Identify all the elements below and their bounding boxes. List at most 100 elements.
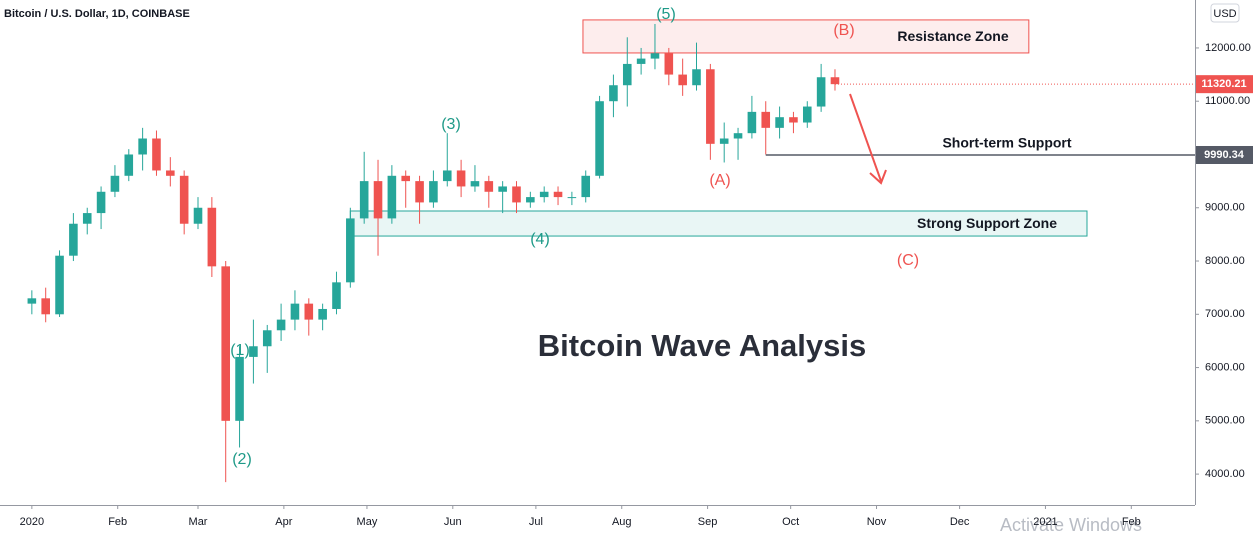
candle-body [69, 223, 78, 256]
candle-body [166, 170, 175, 176]
support-price-label: 9990.34 [1204, 149, 1245, 161]
candle-body [678, 74, 687, 86]
watermark: Activate Windows [1000, 515, 1142, 533]
candle-body [553, 191, 563, 198]
forecast-arrow [849, 93, 882, 182]
x-tick-label: May [357, 516, 378, 528]
last-price-label: 11320.21 [1201, 78, 1246, 90]
x-tick-label: Dec [950, 516, 970, 528]
candle-body [692, 69, 701, 86]
zone [582, 19, 1030, 54]
candle-body [650, 53, 660, 59]
candle-body [401, 175, 411, 182]
candle-body [539, 191, 549, 198]
support-label: Short-term Support [942, 135, 1071, 151]
y-tick-label: 12000.00 [1205, 42, 1251, 54]
candle-body [747, 111, 757, 134]
y-tick-label: 8000.00 [1205, 255, 1245, 267]
candle-body [290, 303, 300, 320]
candle-body [276, 319, 286, 331]
candle-body [802, 106, 812, 123]
currency-box[interactable] [1210, 3, 1240, 23]
candle-body [706, 69, 715, 144]
y-tick-label: 6000.00 [1205, 361, 1245, 373]
candle-body [581, 175, 591, 198]
candle-body [719, 138, 729, 144]
x-tick-label: Apr [275, 516, 292, 528]
candle-body [249, 346, 258, 357]
candle-body [179, 175, 189, 224]
candle-body [636, 58, 646, 64]
candle-body [526, 197, 535, 203]
candle-body [456, 170, 466, 187]
candle-body [235, 356, 244, 421]
wave-label: (A) [709, 172, 730, 189]
last-price-box [1196, 75, 1253, 94]
candle-body [816, 77, 826, 107]
x-tick-label: Nov [867, 516, 887, 528]
candle-body [193, 207, 203, 224]
chart-title: Bitcoin Wave Analysis [538, 328, 866, 363]
x-tick-label: Feb [108, 516, 127, 528]
candle-body [830, 77, 840, 85]
candle-body [733, 133, 743, 139]
x-tick-label: 2021 [1033, 516, 1057, 528]
wave-label: (C) [897, 252, 919, 269]
y-tick-label: 5000.00 [1205, 415, 1245, 427]
chart-header: Bitcoin / U.S. Dollar, 1D, COINBASE [4, 8, 190, 20]
y-tick-label: 9000.00 [1205, 202, 1245, 214]
x-tick-label: Oct [782, 516, 799, 528]
candle-body [609, 85, 618, 102]
candle-body [138, 138, 147, 155]
zone-label: Strong Support Zone [917, 215, 1057, 231]
candle-body [484, 181, 494, 192]
candle-body [152, 138, 161, 171]
x-tick-label: Sep [698, 516, 718, 528]
y-tick-label: 7000.00 [1205, 308, 1245, 320]
candle-body [775, 117, 784, 128]
candle-body [82, 213, 92, 224]
candle-body [622, 63, 632, 86]
y-tick-label: 11000.00 [1205, 95, 1250, 107]
candle-body [359, 181, 369, 219]
candle-body [27, 298, 37, 304]
candle-body [415, 181, 424, 203]
zone-label: Resistance Zone [897, 28, 1008, 44]
wave-label: (1) [230, 342, 250, 359]
x-tick-label: 2020 [20, 516, 44, 528]
candle-body [221, 266, 230, 421]
zone [349, 210, 1088, 237]
wave-label: (3) [441, 116, 461, 133]
candle-body [498, 186, 507, 192]
candle-body [387, 175, 397, 219]
candle-body [124, 154, 134, 176]
wave-label: (4) [530, 231, 550, 248]
candle-body [346, 218, 355, 283]
candle-body [470, 181, 480, 187]
candle-body [429, 181, 438, 203]
x-tick-label: Jul [529, 516, 543, 528]
candle-body [595, 101, 604, 176]
candle-body [442, 170, 452, 182]
candle-body [96, 191, 106, 214]
candle-body [262, 330, 272, 347]
wave-label: (2) [232, 451, 252, 468]
candle-body [373, 181, 383, 219]
wave-label: (5) [656, 6, 676, 23]
candle-body [304, 303, 314, 320]
y-tick-label: 4000.00 [1205, 468, 1245, 480]
plot: Resistance Zone Strong Support Zone Short-… [27, 19, 1195, 483]
candle-body [207, 207, 217, 267]
candle-body [664, 53, 674, 75]
x-tick-label: Aug [612, 516, 632, 528]
candle-body [318, 308, 327, 320]
x-tick-label: Jun [444, 516, 462, 528]
candle-body [761, 111, 771, 128]
wave-label: (B) [833, 22, 854, 39]
candle-body [332, 282, 341, 309]
support-price-box [1196, 145, 1253, 164]
candle-body [110, 175, 120, 192]
currency[interactable]: USD [1213, 8, 1236, 20]
candle-body [567, 197, 577, 199]
